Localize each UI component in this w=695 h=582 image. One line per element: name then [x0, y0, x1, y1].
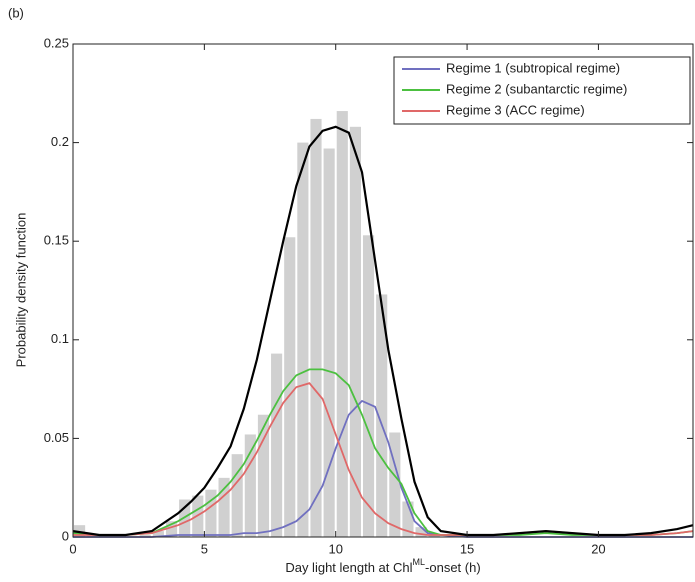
histogram-bar [284, 237, 296, 538]
histogram-bar [165, 521, 178, 537]
histogram-bar [271, 353, 283, 537]
histogram-bar [297, 142, 309, 537]
legend-label: Regime 3 (ACC regime) [446, 102, 585, 117]
legend: Regime 1 (subtropical regime) Regime 2 (s… [393, 56, 691, 125]
plot-frame [72, 43, 694, 538]
histogram-bar [389, 432, 401, 537]
x-label-part: Day light length at Chl [285, 560, 412, 575]
x-axis-label: Day light length at ChlML-onset (h) [285, 557, 480, 575]
y-tick-label: 0.05 [44, 430, 69, 445]
panel-label: (b) [8, 5, 24, 20]
histogram-bar [402, 501, 414, 537]
histogram-bar [376, 294, 388, 537]
x-tick-label: 10 [328, 541, 342, 556]
histogram-bar [362, 235, 375, 537]
x-label-superscript: ML [413, 557, 426, 567]
legend-label: Regime 2 (subantarctic regime) [446, 81, 627, 96]
total-line [72, 125, 694, 537]
y-tick-label: 0.15 [44, 233, 69, 248]
histogram-bar [257, 414, 270, 537]
histogram-bar [231, 454, 243, 537]
histogram-bar [152, 531, 164, 537]
x-tick-label: 15 [460, 541, 474, 556]
histogram-bar [349, 126, 361, 537]
x-tick-label: 0 [69, 541, 76, 556]
histogram-bar [415, 527, 427, 537]
y-tick-label: 0.1 [51, 331, 69, 346]
x-label-part: -onset (h) [425, 560, 481, 575]
histogram-bar [310, 118, 322, 537]
series-line [72, 368, 694, 536]
legend-box [393, 56, 691, 125]
y-tick-label: 0.25 [44, 35, 69, 50]
y-tick-label: 0.2 [51, 134, 69, 149]
histogram-bar [218, 477, 230, 537]
histogram-bar [336, 111, 348, 537]
histogram-bar [139, 535, 151, 537]
legend-label: Regime 1 (subtropical regime) [446, 60, 620, 75]
x-tick-label: 5 [201, 541, 208, 556]
x-tick-label: 20 [591, 541, 605, 556]
y-axis-label: Probability density function [13, 213, 28, 368]
histogram-bar [428, 535, 440, 537]
y-tick-label: 0 [62, 528, 69, 543]
histogram-bar [87, 535, 99, 537]
histogram-bar [244, 434, 256, 537]
histogram-bar [323, 148, 335, 538]
histogram-bar [205, 489, 217, 537]
